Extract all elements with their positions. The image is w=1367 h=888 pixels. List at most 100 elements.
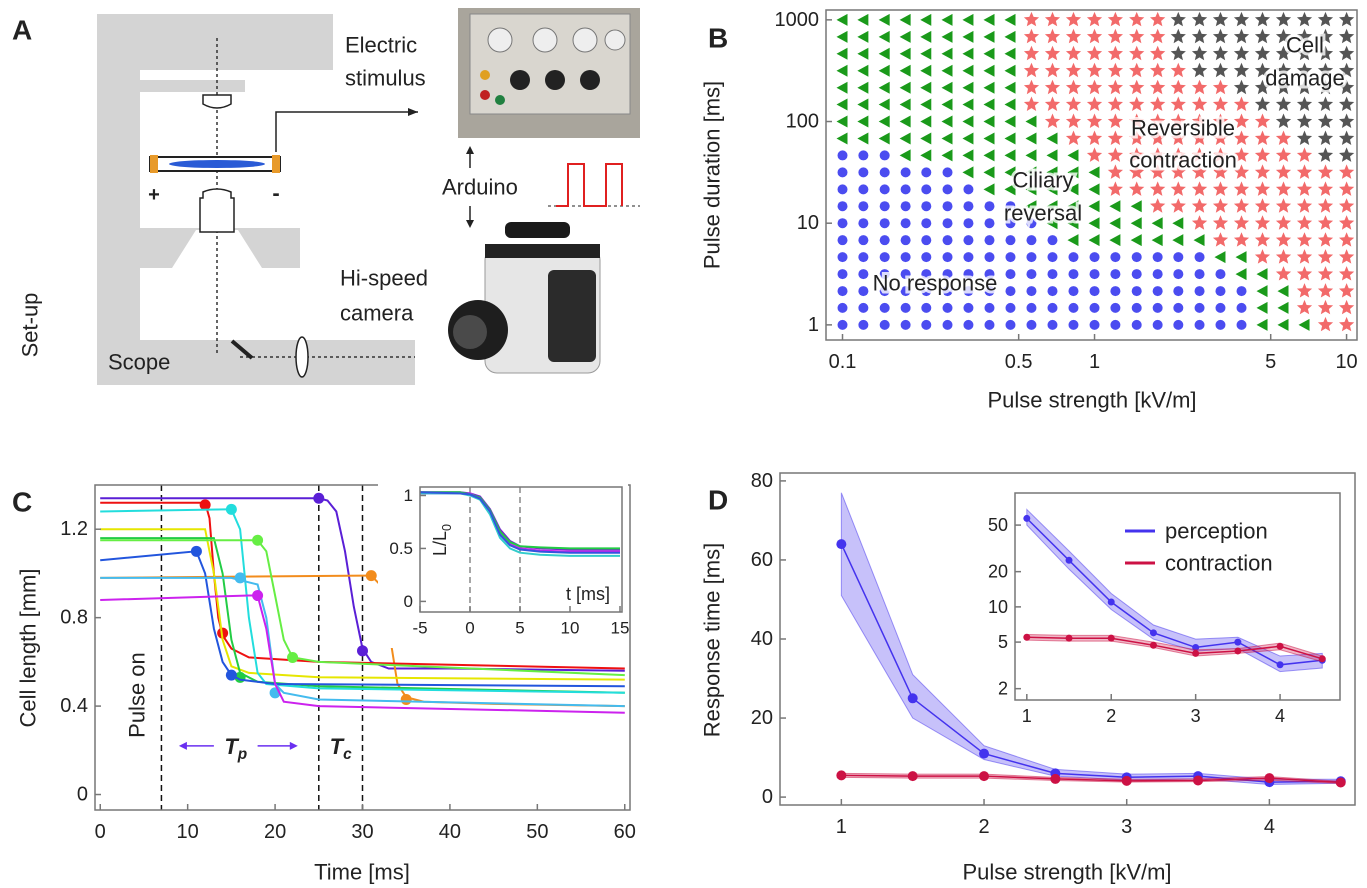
point: [1254, 130, 1271, 145]
microscope-frame: [97, 14, 415, 385]
point: [1107, 164, 1123, 179]
y-tick-label: 50: [988, 515, 1008, 535]
x-tick-label: 3: [1121, 816, 1132, 838]
electrode: [150, 155, 158, 173]
point: [962, 64, 974, 77]
point: [1235, 251, 1247, 264]
point: [1275, 62, 1292, 78]
point: [1025, 132, 1037, 145]
point: [1004, 81, 1016, 94]
point: [900, 302, 911, 313]
point: [983, 166, 995, 179]
point: [899, 81, 911, 94]
data-point: [1121, 775, 1132, 786]
y-axis-label: Cell length [mm]: [16, 569, 41, 728]
point: [857, 13, 869, 26]
point: [1129, 164, 1145, 179]
point: [962, 115, 974, 128]
data-point: [1234, 647, 1242, 655]
point: [858, 252, 869, 263]
point: [1194, 302, 1205, 313]
data-point: [1276, 642, 1284, 650]
point: [1044, 79, 1061, 95]
point: [1214, 251, 1226, 264]
point: [1004, 166, 1016, 179]
point: [1215, 302, 1226, 313]
point: [1023, 28, 1040, 44]
point: [1026, 252, 1037, 263]
point: [1088, 200, 1100, 213]
point: [1296, 299, 1313, 315]
point: [920, 149, 932, 162]
point: [1005, 269, 1016, 280]
point: [1004, 30, 1016, 43]
point: [1296, 266, 1313, 281]
point: [1129, 45, 1145, 61]
point: [1089, 269, 1100, 280]
point: [1296, 62, 1313, 78]
point: [1296, 130, 1313, 145]
point: [879, 286, 890, 297]
point: [857, 64, 869, 77]
point: [1131, 319, 1142, 330]
camera-grille: [548, 270, 596, 362]
point: [1339, 181, 1355, 196]
region-label: Cell: [1286, 33, 1324, 58]
point: [857, 132, 869, 145]
x-axis-label: t [ms]: [566, 584, 610, 604]
point: [1107, 113, 1123, 128]
point: [1339, 249, 1355, 264]
y-tick-label: 40: [751, 628, 773, 650]
point: [1233, 28, 1250, 44]
wire: [275, 111, 418, 152]
dial: [604, 29, 626, 51]
point: [1086, 28, 1103, 44]
point: [984, 252, 995, 263]
point: [1088, 183, 1100, 196]
point: [1129, 113, 1145, 128]
data-point: [1107, 634, 1115, 642]
point: [984, 269, 995, 280]
x-tick-label: 10: [561, 619, 580, 638]
point: [837, 218, 848, 229]
point: [941, 149, 953, 162]
point: [920, 115, 932, 128]
point: [1026, 302, 1037, 313]
point: [921, 269, 932, 280]
y-tick-label: 0.5: [389, 539, 413, 558]
point: [921, 302, 932, 313]
camera-handle: [505, 222, 570, 238]
point: [1044, 11, 1061, 27]
data-point: [1023, 514, 1031, 522]
point: [1065, 113, 1082, 128]
point: [1254, 249, 1271, 264]
point: [1107, 147, 1123, 162]
point: [1339, 96, 1355, 111]
point: [962, 132, 974, 145]
point: [1151, 234, 1163, 247]
point: [1296, 283, 1313, 298]
point: [1275, 79, 1292, 95]
point: [858, 201, 869, 212]
point: [1173, 252, 1184, 263]
point: [900, 201, 911, 212]
point: [1107, 11, 1123, 27]
point: [1047, 269, 1058, 280]
event-marker: [287, 651, 299, 663]
y-tick-label: 1.2: [60, 518, 88, 540]
point: [858, 218, 869, 229]
point: [1275, 45, 1292, 61]
point: [1339, 198, 1355, 213]
point: [921, 286, 932, 297]
y-tick-label: 2: [998, 679, 1008, 699]
point: [1023, 11, 1040, 27]
y-tick-label: 10: [988, 597, 1008, 617]
point: [1173, 319, 1184, 330]
point: [1317, 232, 1334, 247]
point: [1233, 62, 1250, 78]
point: [1233, 181, 1250, 196]
point: [984, 302, 995, 313]
y-axis-label: Response time [ms]: [700, 543, 725, 737]
point: [920, 132, 932, 145]
plot-frame: [1014, 492, 1341, 701]
